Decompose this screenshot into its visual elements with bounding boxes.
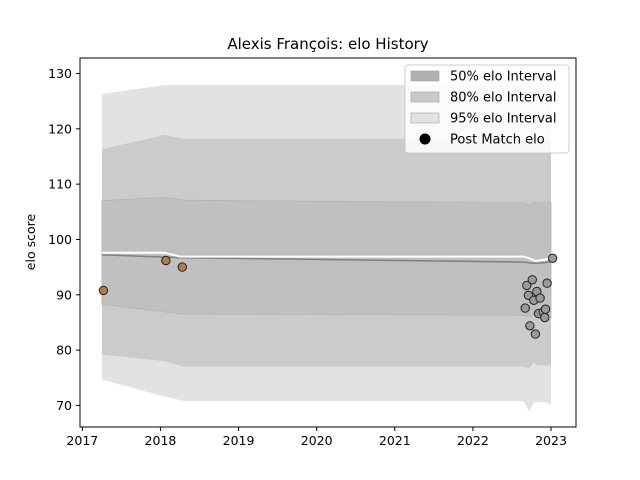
data-point-1-1 (522, 280, 532, 291)
legend-swatch-0 (410, 70, 440, 82)
x-tick-label: 2021 (379, 433, 411, 448)
data-point-1-11 (540, 312, 550, 323)
plot-frame (79, 57, 577, 428)
legend-swatch-2 (410, 112, 440, 124)
y-tick-label: 100 (48, 232, 72, 247)
data-point-1-9 (535, 293, 545, 303)
data-point-1-14 (547, 253, 558, 263)
y-tick-label: 130 (48, 66, 72, 81)
x-tick-label: 2017 (66, 433, 98, 448)
x-tick-label: 2018 (145, 433, 177, 448)
y-tick-label: 80 (56, 343, 72, 358)
y-axis-label: elo score (23, 214, 38, 271)
x-tick-label: 2023 (535, 433, 567, 448)
legend-marker-3 (419, 133, 431, 145)
data-point-1-6 (530, 329, 541, 339)
legend-label-3: Post Match elo (450, 133, 545, 148)
legend-swatch-1 (410, 91, 440, 103)
data-point-1-13 (542, 278, 552, 288)
legend-box (404, 64, 570, 154)
data-point-0-1 (161, 255, 171, 266)
x-tick-label: 2020 (301, 433, 333, 448)
y-tick-label: 120 (48, 121, 72, 136)
legend-label-0: 50% elo Interval (450, 70, 557, 85)
legend-label-1: 80% elo Interval (450, 91, 557, 106)
data-point-1-0 (520, 303, 530, 313)
x-tick-label: 2019 (223, 433, 255, 448)
data-point-1-4 (527, 275, 537, 285)
x-tick-label: 2022 (457, 433, 489, 448)
data-point-1-12 (540, 304, 551, 314)
data-point-0-0 (98, 285, 109, 296)
y-axis: 70 80 90 100 110 120 130 (48, 66, 80, 413)
mean-line (101, 254, 552, 264)
plot-area (98, 85, 558, 412)
legend-label-2: 95% elo Interval (450, 112, 557, 127)
y-tick-label: 70 (56, 398, 72, 413)
chart-title: Alexis François: elo History (227, 35, 428, 53)
y-tick-label: 90 (56, 287, 72, 302)
data-point-1-3 (525, 321, 535, 331)
y-tick-label: 110 (48, 177, 72, 192)
data-point-0-2 (177, 262, 188, 272)
x-axis: 2017 2018 2019 2020 2021 2022 2023 (66, 427, 567, 448)
legend: 50% elo Interval 80% elo Interval 95% elo … (404, 64, 570, 154)
